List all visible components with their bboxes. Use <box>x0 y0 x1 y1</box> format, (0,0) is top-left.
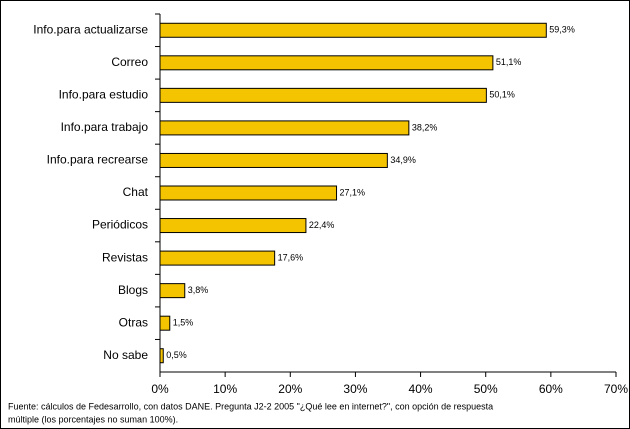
value-label: 1,5% <box>173 318 194 328</box>
value-label: 59,3% <box>549 25 575 35</box>
y-tick-label: No sabe <box>103 348 148 362</box>
x-tick-label: 30% <box>343 382 367 396</box>
value-label: 22,4% <box>309 220 335 230</box>
bar <box>159 185 338 201</box>
y-tick-label: Otras <box>119 315 148 329</box>
bar <box>159 250 276 266</box>
bar <box>159 315 171 331</box>
bar <box>159 218 307 234</box>
x-tick-label: 0% <box>151 382 169 396</box>
y-tick-label: Info.para actualizarse <box>33 22 148 36</box>
bar <box>159 55 494 71</box>
y-tick-label: Blogs <box>118 283 148 297</box>
bar <box>159 283 186 299</box>
source-line: Fuente: cálculos de Fedesarrollo, con da… <box>8 401 493 411</box>
value-label: 50,1% <box>489 90 515 100</box>
bar <box>159 348 164 364</box>
y-tick-label: Chat <box>123 185 149 199</box>
value-label: 0,5% <box>166 350 187 360</box>
y-tick-label: Periódicos <box>92 218 148 232</box>
source-line: múltiple (los porcentajes no suman 100%)… <box>8 414 178 424</box>
y-tick-label: Revistas <box>102 250 148 264</box>
value-label: 3,8% <box>188 285 209 295</box>
bar <box>159 152 388 168</box>
y-tick-label: Info.para estudio <box>59 88 149 102</box>
value-label: 17,6% <box>278 252 304 262</box>
x-tick-label: 60% <box>539 382 563 396</box>
y-tick-label: Info.para trabajo <box>61 120 149 134</box>
x-tick-label: 40% <box>409 382 433 396</box>
value-label: 51,1% <box>496 57 522 67</box>
bar <box>159 120 410 136</box>
bar <box>159 22 547 38</box>
value-label: 38,2% <box>412 122 438 132</box>
y-tick-label: Info.para recrearse <box>47 153 149 167</box>
y-tick-label: Correo <box>111 55 148 69</box>
x-tick-label: 70% <box>604 382 628 396</box>
value-label: 27,1% <box>340 187 366 197</box>
bar <box>159 87 487 103</box>
x-tick-label: 10% <box>213 382 237 396</box>
value-label: 34,9% <box>390 155 416 165</box>
x-tick-label: 50% <box>474 382 498 396</box>
x-tick-label: 20% <box>278 382 302 396</box>
